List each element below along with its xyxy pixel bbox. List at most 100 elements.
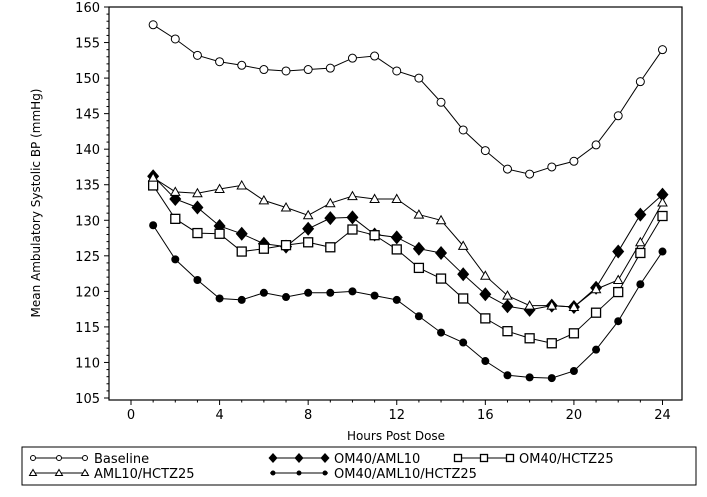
- legend-item: AML10/HCTZ25: [28, 467, 195, 482]
- data-point-open-triangle: [612, 274, 624, 284]
- data-point-open-triangle: [302, 209, 314, 220]
- data-point-filled-circle: [392, 295, 401, 304]
- legend-label: OM40/AML10/HCTZ25: [334, 467, 477, 482]
- data-point-open-circle: [215, 57, 225, 67]
- data-point-open-circle: [259, 65, 269, 75]
- legend-box: [21, 446, 697, 486]
- series-line: [152, 175, 663, 311]
- y-tick-label: 120: [75, 285, 100, 300]
- data-point-open-square: [258, 243, 270, 254]
- y-tick-label: 150: [75, 72, 100, 87]
- data-point-open-square: [458, 293, 469, 304]
- data-point-filled-circle: [437, 328, 446, 337]
- data-point-filled-diamond: [346, 210, 359, 225]
- data-point-open-square: [453, 453, 463, 463]
- data-point-open-triangle: [280, 201, 292, 212]
- data-point-filled-circle: [525, 373, 534, 382]
- data-point-open-triangle: [369, 193, 380, 203]
- data-point-filled-diamond: [191, 200, 204, 215]
- legend-item: Baseline: [30, 452, 149, 467]
- data-point-filled-circle: [304, 288, 313, 297]
- data-point-open-circle: [192, 50, 202, 60]
- data-point-open-triangle: [413, 209, 425, 219]
- legend-label: Baseline: [94, 452, 149, 467]
- data-point-open-square: [590, 307, 602, 318]
- data-point-open-circle: [613, 111, 623, 121]
- data-point-open-circle: [436, 97, 446, 107]
- data-point-open-triangle: [590, 283, 602, 294]
- data-point-open-triangle: [169, 186, 181, 196]
- data-point-open-circle: [30, 455, 36, 461]
- data-point-filled-diamond: [390, 230, 403, 245]
- data-point-filled-diamond: [302, 221, 315, 236]
- y-tick-label: 115: [75, 321, 100, 336]
- data-point-open-triangle: [258, 194, 270, 205]
- y-tick-label: 140: [75, 143, 100, 158]
- data-point-open-triangle: [524, 300, 535, 310]
- data-point-open-square: [568, 328, 580, 339]
- data-point-open-triangle: [192, 187, 203, 198]
- plot-frame: [108, 6, 683, 401]
- data-point-filled-circle: [414, 312, 423, 321]
- legend-item: OM40/AML10: [268, 452, 420, 467]
- data-point-open-triangle: [347, 190, 358, 201]
- data-point-open-square: [347, 224, 358, 235]
- x-tick-label: 24: [654, 408, 671, 423]
- data-point-open-square: [505, 453, 515, 463]
- data-point-open-triangle: [214, 183, 225, 193]
- data-point-open-triangle: [435, 214, 447, 225]
- data-point-filled-circle: [171, 255, 180, 264]
- data-point-open-square: [192, 227, 203, 239]
- data-point-filled-circle: [149, 221, 158, 230]
- data-point-open-circle: [635, 77, 645, 87]
- data-point-open-circle: [392, 66, 402, 76]
- series-line: [152, 24, 663, 175]
- data-point-open-circle: [370, 51, 380, 61]
- data-point-filled-circle: [370, 291, 379, 300]
- data-point-filled-diamond: [235, 226, 248, 241]
- data-point-open-square: [147, 180, 159, 191]
- data-point-open-square: [480, 313, 491, 324]
- y-tick-label: 130: [75, 214, 100, 229]
- data-point-open-circle: [325, 63, 335, 73]
- data-point-filled-circle: [481, 357, 490, 366]
- data-point-open-square: [435, 273, 447, 284]
- data-point-open-circle: [237, 60, 247, 70]
- data-point-open-square: [170, 213, 181, 225]
- data-point-filled-circle: [282, 293, 291, 302]
- data-point-filled-circle: [270, 470, 276, 476]
- data-point-open-circle: [458, 125, 468, 135]
- data-point-filled-diamond: [656, 187, 669, 202]
- data-point-open-circle: [658, 45, 667, 55]
- data-point-filled-diamond: [457, 267, 470, 282]
- data-point-open-square: [325, 242, 336, 253]
- data-point-filled-circle: [326, 288, 335, 297]
- data-point-open-circle: [56, 455, 62, 461]
- data-point-open-circle: [414, 73, 424, 83]
- data-point-filled-diamond: [479, 287, 492, 302]
- data-point-filled-diamond: [268, 453, 278, 463]
- x-tick-label: 16: [477, 408, 494, 423]
- data-point-open-triangle: [54, 468, 64, 476]
- data-point-open-square: [479, 453, 489, 463]
- data-point-open-triangle: [236, 179, 248, 190]
- data-point-filled-diamond: [634, 207, 647, 222]
- data-point-open-circle: [525, 169, 535, 179]
- data-point-open-triangle: [502, 290, 513, 300]
- data-point-filled-diamond: [320, 453, 330, 463]
- series-line: [152, 177, 663, 308]
- data-point-filled-circle: [592, 345, 601, 354]
- y-tick-label: 105: [75, 392, 100, 407]
- data-point-filled-circle: [503, 371, 512, 380]
- data-point-open-triangle: [479, 270, 491, 280]
- x-tick-label: 12: [388, 408, 405, 423]
- data-point-filled-diamond: [412, 241, 425, 256]
- data-point-filled-circle: [237, 295, 246, 304]
- data-point-filled-diamond: [324, 211, 337, 226]
- data-point-filled-circle: [322, 470, 328, 476]
- data-point-filled-circle: [614, 317, 623, 326]
- data-point-open-circle: [502, 164, 512, 174]
- y-tick-label: 125: [75, 250, 100, 265]
